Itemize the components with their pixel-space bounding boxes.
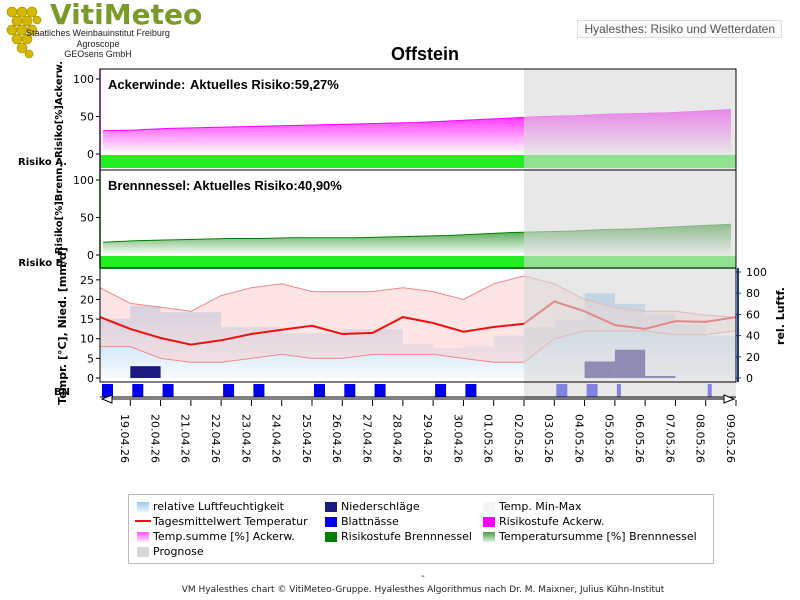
leafwet-bar-0 [102,384,113,397]
org-line-1: Staatliches Weinbauinstitut Freiburg [26,28,170,38]
ylabel-weather-right: rel. Luftf. [774,287,787,345]
legend-swatch-humidity [137,502,149,512]
ytick-ackerwinde-2: 100 [73,73,94,86]
legend-swatch-temp-mean [135,520,151,522]
date-label-17: 06.05.26 [633,414,646,463]
ytick-brennnessel-0: 0 [87,249,94,262]
ytick-left-2: 10 [80,333,94,346]
org-line-2: Agroscope [76,39,120,49]
date-label-7: 26.04.26 [330,414,343,463]
annotation-prefix-ackerwinde: Ackerwinde: [108,77,185,92]
date-label-16: 05.05.26 [603,414,616,463]
date-label-6: 25.04.26 [300,414,313,463]
ytick-left-5: 25 [80,274,94,287]
ytick-left-0: 0 [87,372,94,385]
legend-swatch-leafwet [325,517,337,527]
footer-dash: - [421,571,425,582]
date-label-0: 19.04.26 [118,414,131,463]
legend-label-forecast: Prognose [153,545,204,558]
ytick-brennnessel-2: 100 [73,174,94,187]
legend-swatch-precip [325,502,337,512]
date-label-5: 24.04.26 [270,414,283,463]
date-label-4: 23.04.26 [239,414,252,463]
leafwet-bar-1 [132,384,144,397]
leafwet-row-label: BN [54,387,70,398]
panel-frame-2 [99,267,737,383]
ytick-right-2: 40 [746,330,760,343]
leafwet-bar-8 [344,384,356,397]
annotation-value-ackerwinde: Aktuelles Risiko:59,27% [190,77,339,92]
date-label-18: 07.05.26 [663,414,676,463]
leafwet-bar-12 [465,384,477,397]
date-label-15: 04.05.26 [572,414,585,463]
date-label-3: 22.04.26 [209,414,222,463]
risk-row-label-ackerwinde: Risiko A. [18,157,67,168]
logo-title: VitiMeteo [50,0,203,31]
grape-logo-icon [6,6,42,59]
date-label-20: 09.05.26 [724,414,737,463]
legend-label-risk-b: Risikostufe Brennnessel [341,530,472,543]
leafwet-bar-4 [223,384,235,397]
ytick-brennnessel-1: 50 [80,212,94,225]
precip-bar-1 [130,366,161,378]
date-label-10: 29.04.26 [421,414,434,463]
ytick-left-3: 15 [80,313,94,326]
leafwet-bar-5 [253,384,265,397]
ylabel-ackerwinde: Risiko[%]Ackerw. [54,61,65,158]
legend-label-minmax: Temp. Min-Max [499,500,582,513]
date-label-11: 30.04.26 [451,414,464,463]
legend-label-tempsum-a: Temp.summe [%] Ackerw. [153,530,295,543]
leafwet-bar-7 [314,384,325,397]
chart-title: Offstein [390,44,459,64]
legend-swatch-tempsum-a [137,532,149,542]
legend-swatch-minmax [483,502,495,512]
date-label-9: 28.04.26 [391,414,404,463]
date-label-14: 03.05.26 [542,414,555,463]
legend-swatch-tempsum-b [483,532,495,542]
ytick-left-1: 5 [87,352,94,365]
legend-swatch-forecast [137,547,149,557]
risk-row-label-brennnessel: Risiko B. [18,258,67,269]
ytick-right-3: 60 [746,308,760,321]
ylabel-brennnessel: Risiko[%]Brenn. [54,164,65,254]
leafwet-bar-2 [162,384,174,397]
ylabel-weather-left: Tempr. [°C], Nied. [mm/d] [56,247,69,405]
leafwet-bar-11 [435,384,447,397]
date-label-12: 01.05.26 [482,414,495,463]
legend-label-temp-mean: Tagesmittelwert Temperatur [153,515,308,528]
annotation-value-brennnessel: Aktuelles Risiko:40,90% [193,178,342,193]
legend-label-humidity: relative Luftfeuchtigkeit [153,500,284,513]
leafwet-bar-9 [374,384,386,397]
ytick-ackerwinde-1: 50 [80,111,94,124]
legend-label-risk-a: Risikostufe Ackerw. [499,515,605,528]
date-label-13: 02.05.26 [512,414,525,463]
ytick-right-0: 0 [746,372,753,385]
legend-label-tempsum-b: Temperatursumme [%] Brennnessel [499,530,697,543]
legend-swatch-risk-b [325,532,337,542]
org-line-3: GEOsens GmbH [64,49,132,59]
header-tag: Hyalesthes: Risiko und Wetterdaten [577,20,782,38]
date-label-8: 27.04.26 [360,414,373,463]
annotation-prefix-brennnessel: Brennnessel: [108,178,190,193]
footer-text: VM Hyalesthes chart © VitiMeteo-Gruppe. … [181,585,665,595]
ytick-ackerwinde-0: 0 [87,148,94,161]
legend-swatch-risk-a [483,517,495,527]
ytick-right-4: 80 [746,287,760,300]
forecast-overlay [524,69,736,400]
date-label-2: 21.04.26 [179,414,192,463]
ytick-left-4: 20 [80,293,94,306]
date-label-19: 08.05.26 [694,414,707,463]
legend-label-precip: Niederschläge [341,500,420,513]
legend: relative Luftfeuchtigkeit Niederschläge … [128,494,714,564]
date-label-1: 20.04.26 [148,414,161,463]
legend-label-leafwet: Blattnässe [341,515,399,528]
ytick-right-1: 20 [746,351,760,364]
ytick-right-5: 100 [746,266,767,279]
